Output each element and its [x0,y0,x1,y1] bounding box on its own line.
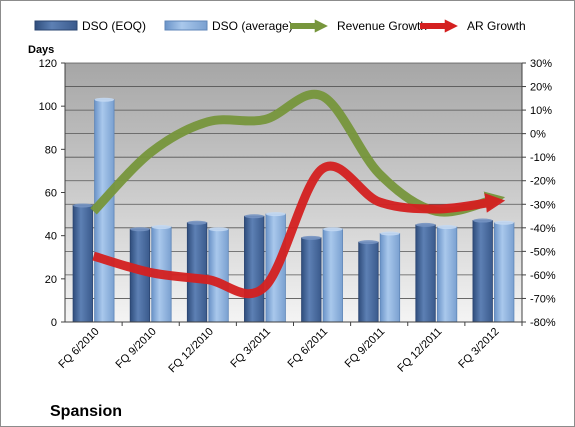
bar-cap [208,227,229,232]
bars [72,97,515,323]
y2-tick-label: -20% [530,176,556,188]
legend-swatch [34,20,78,31]
y2-tick-label: -10% [530,152,556,164]
bar-cap [437,225,457,230]
bar-cap [380,231,400,236]
y-tick-label: 40 [45,231,57,243]
bar-cap [151,225,172,230]
bar-dso-eoq [244,215,265,323]
bar-dso-eoq [72,205,93,323]
y2-tick-label: -50% [530,246,556,258]
bar-dso-eoq [415,224,436,323]
y2-tick-label: -30% [530,199,556,211]
legend-label: DSO (EOQ) [82,19,146,33]
ar-growth-line [92,161,506,299]
legend-swatch [164,20,208,31]
y-tick-label: 120 [39,58,57,70]
y2-tick-label: 10% [530,105,552,117]
y2-tick-label: -80% [530,317,556,329]
y2-tick-label: -40% [530,223,556,235]
bar-cap [494,220,514,225]
y-tick-label: 20 [45,274,57,286]
bar-dso-average [494,222,515,323]
bar-cap [265,212,286,217]
bar-cap [94,97,115,102]
bar-dso-average [379,233,401,323]
legend-label: DSO (average) [212,19,293,33]
y-tick-label: 60 [45,188,57,200]
bar-dso-eoq [358,241,379,323]
y2-tick-label: 20% [530,82,552,94]
bar-dso-eoq [472,220,493,323]
bar-cap [415,222,436,227]
bar-cap [358,240,379,245]
bar-cap [130,227,150,232]
y2-tick-label: -60% [530,270,556,282]
bar-cap [73,203,93,208]
bar-cap [323,227,343,232]
y-tick-label: 0 [51,317,57,329]
bar-dso-eoq [186,222,208,323]
bar-dso-eoq [301,237,322,323]
series-lines [90,89,506,299]
legend: DSO (EOQ) DSO (average) Revenue Growth AR G… [34,19,526,33]
bar-dso-average [322,228,343,323]
y2-tick-label: 0% [530,129,546,141]
y-axis-title: Days [28,44,54,56]
bar-cap [187,220,207,225]
y-tick-label: 80 [45,144,57,156]
chart-title: Spansion [50,403,122,420]
y2-tick-label: -70% [530,293,556,305]
bar-dso-average [208,228,229,323]
legend-label: Revenue Growth [337,19,427,33]
bar-cap [472,218,493,223]
y2-tick-label: 30% [530,58,552,70]
y-tick-labels: 0 20 40 60 80 100 120 [39,58,65,329]
legend-label: AR Growth [467,19,526,33]
y2-tick-labels: -80% -70% -60% -50% -40% -30% -20% -10% 0% 10% 20%… [522,58,556,329]
bar-cap [244,214,264,219]
bar-dso-average [436,226,458,323]
bar-cap [301,235,322,240]
y-tick-label: 100 [39,101,57,113]
